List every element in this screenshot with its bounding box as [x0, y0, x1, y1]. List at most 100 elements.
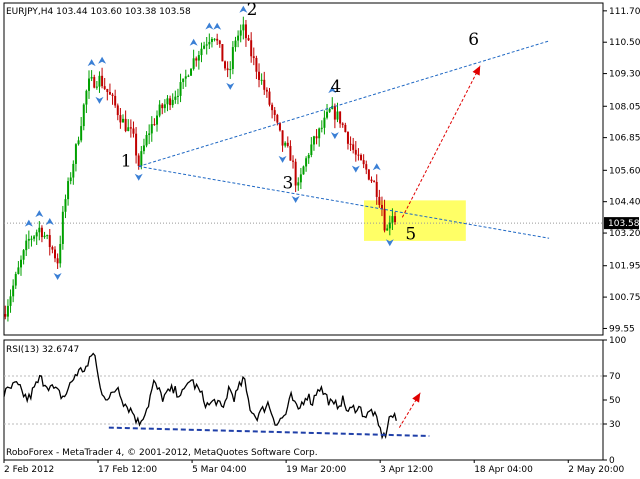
symbol-header: EURJPY,H4 103.44 103.60 103.38 103.58 [6, 7, 191, 17]
down-fractal-marker [226, 82, 235, 90]
candle-body [129, 127, 132, 129]
candle-body [299, 174, 302, 183]
up-fractal-marker [189, 38, 198, 46]
candle-body [307, 154, 310, 159]
candle-body [127, 127, 130, 132]
candle-body [268, 91, 271, 105]
candle-body [367, 169, 370, 180]
candle-body [346, 132, 349, 144]
down-fractal-marker [278, 155, 287, 163]
candle-body [64, 199, 67, 212]
candle-body [239, 30, 242, 36]
y-tick-label: 100.75 [609, 293, 640, 303]
candle-body [33, 236, 36, 239]
candle-body [184, 76, 187, 79]
candle-body [370, 179, 373, 182]
candle-body [263, 79, 266, 90]
down-fractal-marker [95, 96, 104, 104]
candle-body [114, 95, 117, 106]
candle-body [273, 110, 276, 115]
candle-body [67, 181, 70, 200]
x-tick-label: 18 Apr 04:00 [474, 465, 533, 475]
candle-body [145, 134, 148, 146]
candle-body [333, 105, 336, 120]
candle-body [224, 61, 227, 69]
candle-body [9, 296, 12, 306]
candle-body [179, 82, 182, 96]
x-tick-label: 5 Mar 04:00 [192, 465, 247, 475]
candle-body [336, 111, 339, 120]
candle-body [38, 227, 41, 233]
candle-body [221, 44, 224, 62]
candle-body [22, 250, 25, 260]
up-fractal-marker [372, 163, 381, 171]
candle-body [326, 111, 329, 118]
price-forecast-arrow [401, 65, 481, 218]
candle-body [192, 58, 195, 69]
candle-body [265, 89, 268, 92]
candle-body [349, 143, 352, 145]
down-fractal-marker [291, 196, 300, 204]
candle-body [213, 38, 216, 40]
candle-body [166, 98, 169, 105]
up-fractal-marker [213, 22, 222, 30]
candle-body [341, 123, 344, 125]
y-tick-label: 106.85 [609, 134, 640, 144]
candle-body [46, 235, 49, 237]
candle-body [187, 75, 190, 77]
wave-label-6: 6 [468, 30, 479, 50]
y-tick-label: 104.40 [609, 198, 640, 208]
x-tick-label: 2 Feb 2012 [4, 465, 54, 475]
candle-body [260, 79, 263, 81]
candle-body [77, 140, 80, 145]
candle-body [216, 38, 219, 41]
candle-body [357, 154, 360, 156]
candle-body [153, 124, 156, 126]
candle-body [373, 181, 376, 183]
candle-body [294, 161, 297, 186]
up-fractal-marker [35, 210, 44, 218]
candle-body [292, 160, 295, 162]
candle-body [375, 181, 378, 197]
down-fractal-marker [330, 132, 339, 140]
candle-body [360, 154, 363, 161]
rsi-y-tick-label: 70 [609, 372, 621, 382]
rsi-line [3, 352, 397, 440]
price-plot-frame [3, 2, 604, 336]
candle-body [169, 98, 172, 106]
candle-body [103, 86, 106, 89]
candle-body [111, 94, 114, 96]
candle-body [318, 128, 321, 139]
candle-body [339, 111, 342, 124]
candle-body [98, 75, 101, 87]
candle-body [289, 145, 292, 161]
candle-body [242, 24, 245, 31]
candle-body [116, 105, 119, 116]
candle-body [247, 38, 250, 41]
watermark: RoboForex - MetaTrader 4, © 2001-2012, M… [6, 448, 318, 458]
candle-body [200, 48, 203, 56]
rsi-forecast-arrow-head [412, 392, 421, 403]
candle-body [80, 126, 83, 141]
up-fractal-marker [45, 217, 54, 225]
candle-body [210, 38, 213, 42]
candle-body [101, 75, 104, 87]
candle-body [380, 204, 383, 209]
wave-label-1: 1 [121, 151, 132, 171]
y-tick-label: 110.50 [609, 38, 640, 48]
candle-body [43, 235, 46, 238]
candle-body [82, 104, 85, 127]
candle-body [305, 158, 308, 167]
down-fractal-marker [385, 239, 394, 247]
y-tick-label: 108.05 [609, 102, 640, 112]
candle-body [20, 259, 23, 268]
candle-body [190, 68, 193, 76]
candle-body [135, 133, 138, 156]
candle-body [40, 227, 43, 238]
candle-body [119, 115, 122, 123]
up-fractal-marker [24, 219, 33, 227]
x-tick-label: 2 May 20:00 [568, 465, 624, 475]
candle-body [48, 235, 51, 248]
